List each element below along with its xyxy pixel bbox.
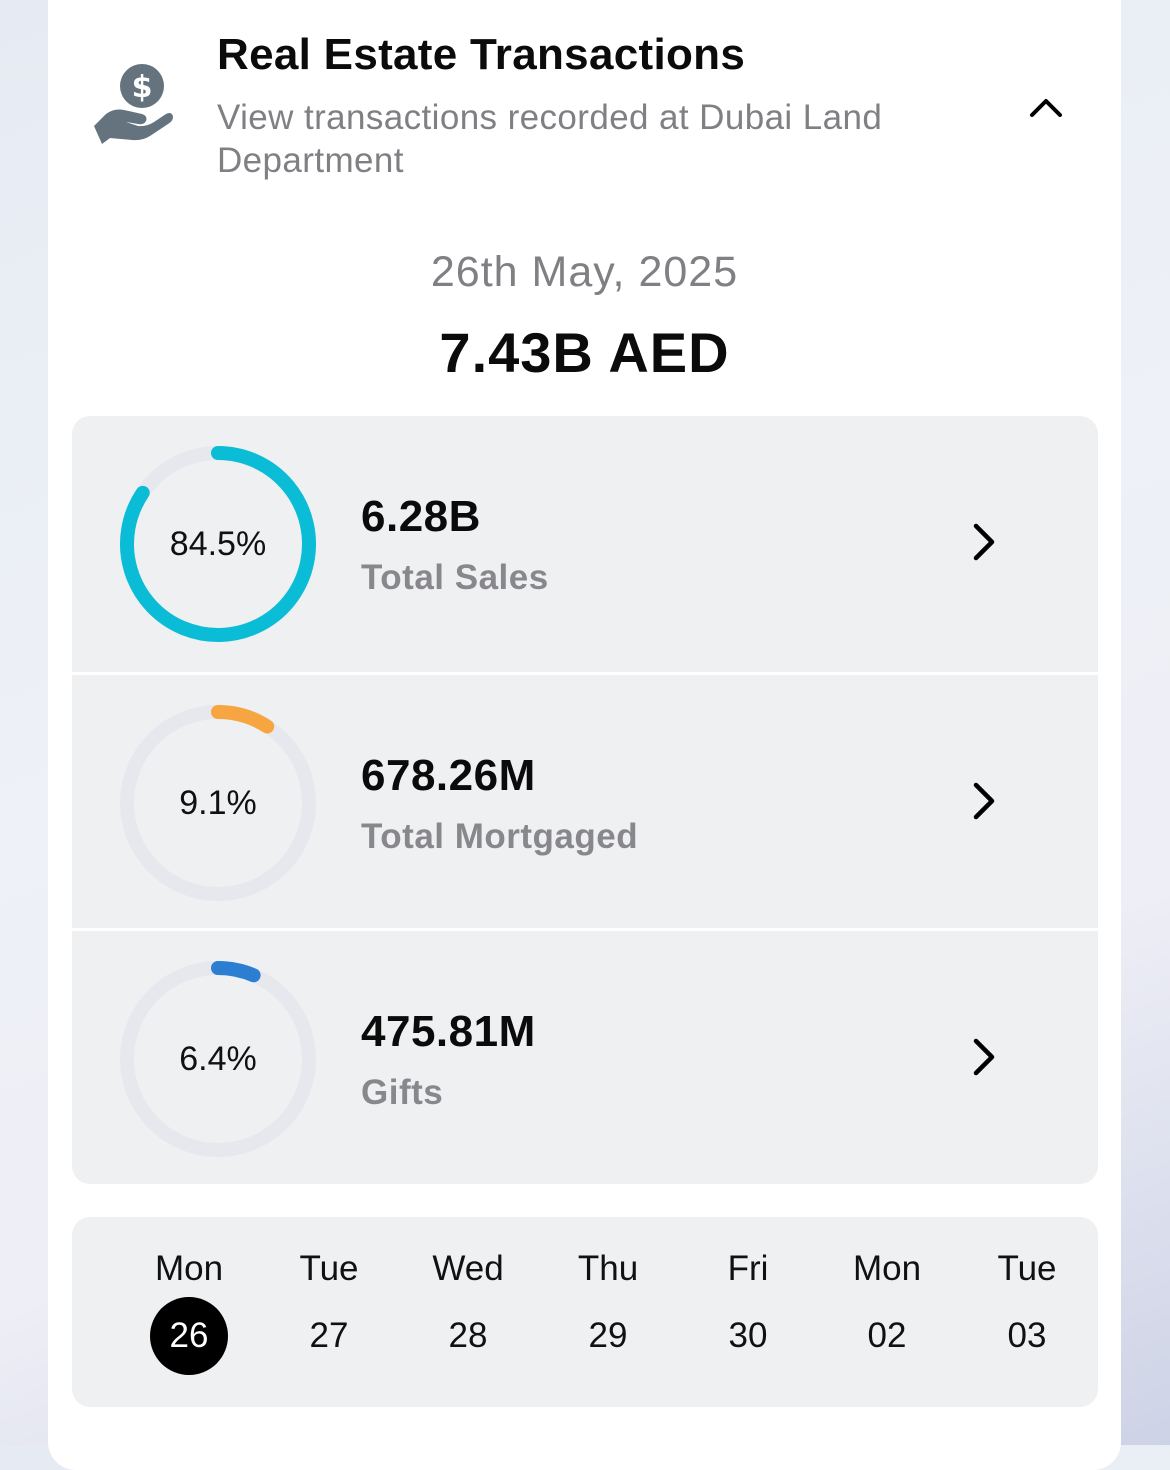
stat-label: Total Mortgaged (361, 817, 639, 856)
day-item[interactable]: Tue 03 (967, 1217, 1087, 1407)
day-item[interactable]: Thu 29 (548, 1217, 668, 1407)
percent-label: 84.5% (169, 524, 267, 563)
day-number: 27 (309, 1316, 349, 1355)
progress-ring (120, 705, 316, 901)
progress-ring (120, 446, 316, 642)
day-name: Tue (299, 1249, 359, 1288)
day-number: 26 (150, 1297, 228, 1375)
total-amount: 7.43B AED (439, 321, 730, 384)
progress-ring (120, 961, 316, 1157)
day-selector: Mon 26 Tue 27 Wed 28 Thu 29 Fri 30 Mon 0… (72, 1217, 1098, 1407)
chevron-right-icon (973, 1038, 995, 1076)
day-item[interactable]: Wed 28 (408, 1217, 528, 1407)
stat-value: 475.81M (361, 1007, 536, 1056)
day-item[interactable]: Fri 30 (688, 1217, 808, 1407)
stat-value: 678.26M (361, 751, 536, 800)
card-title: Real Estate Transactions (217, 30, 746, 79)
stat-row-gifts[interactable]: 6.4% 475.81M Gifts (72, 928, 1098, 1184)
svg-text:$: $ (132, 70, 153, 105)
day-name: Mon (154, 1249, 224, 1288)
card-subtitle: View transactions recorded at Dubai Land… (217, 98, 883, 180)
percent-label: 6.4% (179, 1039, 257, 1078)
day-number: 30 (728, 1316, 768, 1355)
chevron-right-icon (973, 782, 995, 820)
day-item[interactable]: Tue 27 (269, 1217, 389, 1407)
day-number: 03 (1007, 1316, 1047, 1355)
day-number: 29 (588, 1316, 628, 1355)
chevron-right-icon (973, 523, 995, 561)
collapse-button[interactable] (1016, 82, 1076, 132)
day-number: 28 (448, 1316, 488, 1355)
day-name: Fri (727, 1249, 769, 1288)
day-name: Tue (997, 1249, 1057, 1288)
stat-row-total-mortgaged[interactable]: 9.1% 678.26M Total Mortgaged (72, 672, 1098, 928)
stats-list: 84.5% 6.28B Total Sales 9.1% 678.26M Tot… (72, 416, 1098, 1184)
day-item[interactable]: Mon 02 (827, 1217, 947, 1407)
stat-label: Total Sales (361, 558, 549, 597)
day-name: Thu (577, 1249, 639, 1288)
percent-label: 9.1% (179, 783, 257, 822)
transactions-card: $ Real Estate Transactions View transact… (48, 0, 1121, 1470)
day-name: Mon (852, 1249, 922, 1288)
hand-dollar-icon: $ (94, 64, 173, 144)
chevron-up-icon (1030, 99, 1062, 117)
day-name: Wed (432, 1249, 504, 1288)
day-item[interactable]: Mon 26 (129, 1217, 249, 1407)
day-number: 02 (867, 1316, 907, 1355)
stat-label: Gifts (361, 1073, 444, 1112)
selected-date: 26th May, 2025 (430, 248, 739, 296)
stat-value: 6.28B (361, 492, 481, 541)
stat-row-total-sales[interactable]: 84.5% 6.28B Total Sales (72, 416, 1098, 672)
